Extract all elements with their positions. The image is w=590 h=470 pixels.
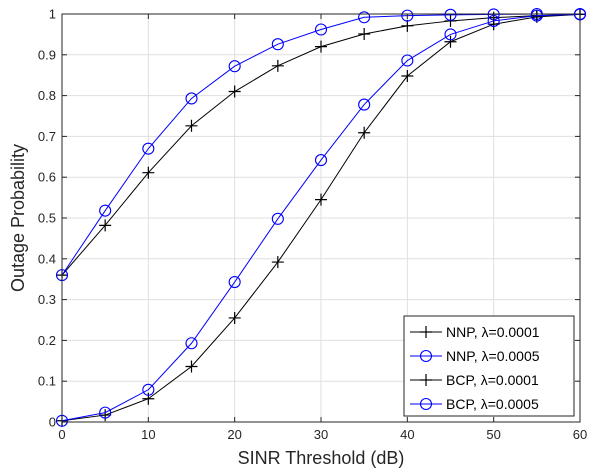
data-point xyxy=(185,337,198,350)
data-point xyxy=(401,19,414,32)
y-tick-label: 1 xyxy=(49,7,56,22)
data-point xyxy=(358,27,371,40)
legend-box xyxy=(403,315,575,417)
legend: NNP, λ=0.0001 NNP, λ=0.0005 BCP, λ=0.0001 B… xyxy=(403,315,575,417)
x-tick-label: 60 xyxy=(573,427,587,442)
x-tick-label: 40 xyxy=(400,427,414,442)
x-tick-label: 0 xyxy=(58,427,65,442)
data-point xyxy=(401,54,414,67)
legend-marker xyxy=(419,349,433,363)
legend-marker xyxy=(420,374,432,386)
data-point xyxy=(444,28,457,41)
y-tick-label: 0.3 xyxy=(38,292,56,307)
legend-label: BCP, λ=0.0001 xyxy=(446,372,539,388)
data-point xyxy=(142,383,155,396)
y-tick-label: 0.8 xyxy=(38,88,56,103)
data-point xyxy=(444,8,457,21)
data-point xyxy=(228,85,241,98)
data-point xyxy=(142,166,155,179)
y-tick-label: 0.2 xyxy=(38,333,56,348)
data-point xyxy=(185,119,198,132)
x-tick-label: 50 xyxy=(486,427,500,442)
y-tick-label: 0.5 xyxy=(38,211,56,226)
data-point xyxy=(315,40,327,53)
data-point xyxy=(185,92,198,105)
x-axis-title: SINR Threshold (dB) xyxy=(238,448,405,468)
legend-marker xyxy=(420,326,432,338)
data-point xyxy=(444,35,457,48)
data-point xyxy=(228,60,241,73)
data-point xyxy=(271,212,284,225)
x-tick-label: 10 xyxy=(141,427,155,442)
data-point xyxy=(271,256,284,269)
data-point xyxy=(228,276,241,289)
data-point xyxy=(315,193,327,206)
data-point xyxy=(358,11,371,24)
data-point xyxy=(271,59,284,72)
data-point xyxy=(530,9,543,22)
series-line xyxy=(61,13,581,422)
y-axis-title: Outage Probability xyxy=(8,144,28,292)
x-tick-label: 30 xyxy=(314,427,328,442)
y-tick-label: 0.4 xyxy=(38,251,56,266)
x-tick-label: 20 xyxy=(227,427,241,442)
data-point xyxy=(314,23,328,36)
y-tick-label: 0 xyxy=(49,415,56,430)
data-point xyxy=(99,406,112,419)
data-point xyxy=(228,311,241,324)
data-point xyxy=(358,98,371,111)
legend-marker xyxy=(419,397,433,411)
data-point xyxy=(142,142,155,155)
data-point xyxy=(358,126,371,139)
legend-label: NNP, λ=0.0005 xyxy=(446,348,540,364)
grid-lines xyxy=(62,14,580,422)
legend-label: NNP, λ=0.0001 xyxy=(446,324,540,340)
data-point xyxy=(401,9,414,22)
y-tick-label: 0.7 xyxy=(38,129,56,144)
y-tick-label: 0.1 xyxy=(38,374,56,389)
data-point xyxy=(444,14,457,27)
y-tick-label: 0.6 xyxy=(38,170,56,185)
data-point xyxy=(401,70,414,83)
data-point xyxy=(314,154,328,167)
axis-ticks: 0 10 20 30 40 50 60 0 0.1 0.2 0.3 0.4 0.5 0.6 0.7 0.8 0.… xyxy=(38,7,587,443)
y-tick-label: 0.9 xyxy=(38,47,56,62)
data-point xyxy=(271,38,284,51)
legend-label: BCP, λ=0.0005 xyxy=(446,396,539,412)
data-point xyxy=(185,360,198,373)
data-point xyxy=(99,409,112,422)
data-point xyxy=(99,219,112,232)
data-point xyxy=(99,204,112,217)
